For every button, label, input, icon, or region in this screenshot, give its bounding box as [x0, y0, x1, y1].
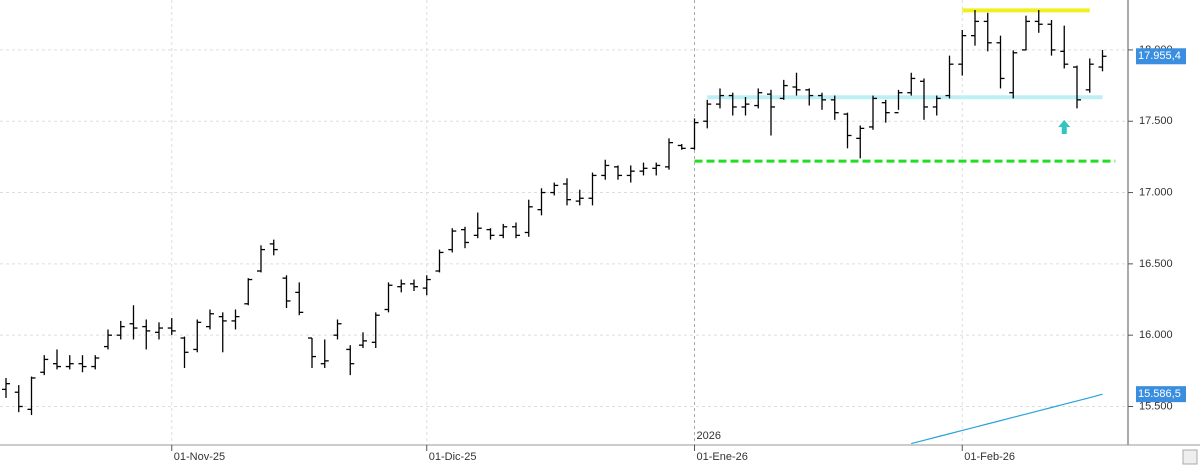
y-tick-label: 16.000: [1139, 329, 1173, 341]
grid: [0, 0, 1128, 445]
arrow-marker: [1058, 119, 1071, 134]
price-tag-label: 17.955,4: [1138, 50, 1181, 62]
x-tick-label: 01-Dic-25: [429, 451, 477, 463]
y-tick-label: 15.500: [1139, 400, 1173, 412]
year-label: 2026: [697, 430, 721, 442]
y-tick-label: 17.000: [1139, 186, 1173, 198]
moving-average: [911, 393, 1103, 445]
y-tick-label: 16.500: [1139, 258, 1173, 270]
x-tick-label: 01-Ene-26: [697, 451, 748, 463]
price-tag-label: 15.586,5: [1138, 388, 1181, 400]
price-tag: [1136, 386, 1186, 403]
price-tag: [1136, 48, 1186, 65]
y-tick-label: 17.500: [1139, 115, 1173, 127]
axis-button[interactable]: [1182, 449, 1198, 465]
x-tick-label: 01-Feb-26: [964, 451, 1015, 463]
x-tick-label: 01-Nov-25: [174, 451, 225, 463]
